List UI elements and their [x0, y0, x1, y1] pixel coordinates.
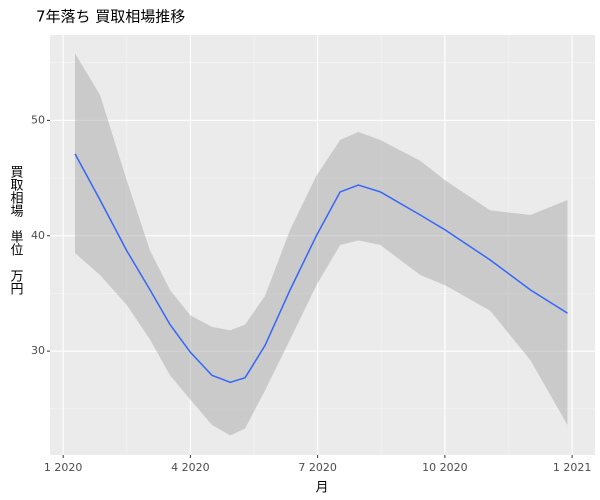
y-tick-label: 30 — [31, 344, 45, 357]
x-tick-label: 1 2020 — [44, 461, 83, 474]
x-tick-label: 4 2020 — [171, 461, 210, 474]
y-tick-label: 50 — [31, 113, 45, 126]
x-tick-label: 1 2021 — [553, 461, 592, 474]
y-axis-title: 買取相場 単位 万円 — [8, 165, 24, 295]
x-axis-title: 月 — [315, 481, 328, 496]
x-tick-label: 10 2020 — [422, 461, 468, 474]
confidence-band — [75, 53, 568, 436]
y-tick-label: 40 — [31, 229, 45, 242]
x-tick-label: 7 2020 — [298, 461, 337, 474]
plot-panel — [50, 35, 595, 455]
chart-title: 7年落ち 買取相場推移 — [36, 8, 185, 26]
smooth-line — [74, 153, 568, 384]
